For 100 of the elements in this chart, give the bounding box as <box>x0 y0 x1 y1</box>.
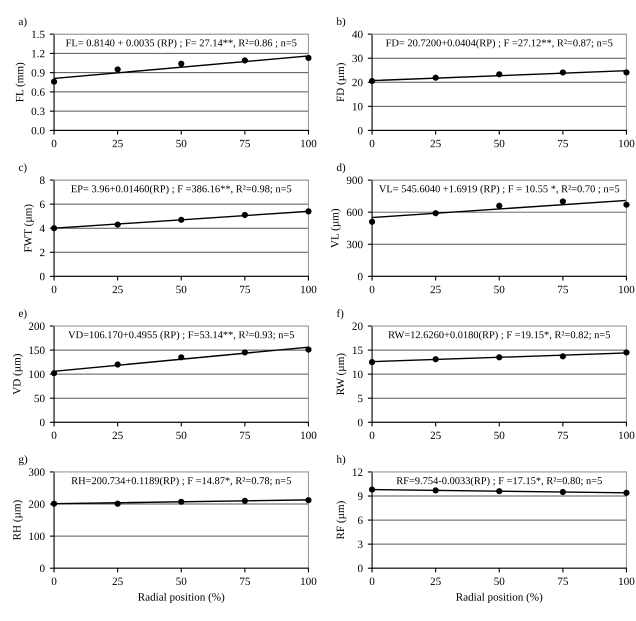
chart-title: c) <box>18 163 27 174</box>
y-tick-label: 2 <box>40 248 44 256</box>
y-tick-label: 3 <box>358 540 363 548</box>
y-tick-label: 1.5 <box>32 30 45 38</box>
y-tick-label: 100 <box>29 370 45 378</box>
x-tick-label: 0 <box>370 432 374 440</box>
y-axis-title: RF (µm) <box>336 501 346 540</box>
point <box>432 74 439 81</box>
x-tick-label: 50 <box>176 286 186 294</box>
x-tick-label: 75 <box>240 286 250 294</box>
x-tick-label: 0 <box>52 578 56 586</box>
x-tick-label: 25 <box>430 140 441 148</box>
x-tick-label: 50 <box>176 140 186 148</box>
y-tick-label: 12 <box>352 468 362 476</box>
y-axis-title: RH (µm) <box>12 500 23 540</box>
y-tick-label: 0 <box>40 418 45 426</box>
x-tick-label: 25 <box>112 578 123 586</box>
y-tick-label: 200 <box>28 500 45 508</box>
x-tick-label: 0 <box>370 140 374 148</box>
chart-title: f) <box>336 309 344 320</box>
point <box>623 69 630 76</box>
annotation: FL= 0.8140 + 0.0035 (RP) ; F= 27.14**, R²=0.86 ; n=5 <box>66 39 297 49</box>
y-tick-label: 6 <box>40 200 45 208</box>
x-tick-label: 50 <box>494 578 504 586</box>
x-tick-label: 50 <box>494 432 504 440</box>
x-tick-label: 25 <box>112 432 123 440</box>
y-tick-label: 0 <box>358 564 363 572</box>
point <box>50 78 58 85</box>
annotation: FD= 20.7200+0.0404(RP) ; F =27.12**, R²=0.87; n=5 <box>386 39 612 49</box>
point <box>178 60 184 67</box>
y-tick-label: 200 <box>28 322 45 330</box>
point <box>242 212 248 218</box>
x-tick-label: 50 <box>176 432 186 440</box>
x-tick-label: 50 <box>176 578 186 586</box>
y-tick-label: 8 <box>40 176 45 184</box>
point <box>432 210 439 216</box>
point <box>560 198 566 205</box>
point <box>242 349 248 356</box>
x-tick-label: 75 <box>558 432 568 440</box>
x-tick-label: 50 <box>494 140 504 148</box>
annotation: VL= 545.6040 +1.6919 (RP) ; F = 10.55 *, R²=0.70 ; n=5 <box>378 184 620 194</box>
y-tick-label: 9 <box>358 492 363 500</box>
y-tick-label: 40 <box>352 30 363 38</box>
y-tick-label: 6 <box>358 516 363 524</box>
y-tick-label: 0 <box>358 126 363 134</box>
x-tick-label: 100 <box>301 140 316 148</box>
chart-title: d) <box>336 163 346 174</box>
x-tick-label: 75 <box>558 140 568 148</box>
x-tick-label: 100 <box>619 140 634 148</box>
x-tick-label: 0 <box>52 140 56 148</box>
x-axis-title: Radial position (%) <box>456 592 542 603</box>
x-tick-label: 0 <box>370 286 374 294</box>
y-tick-label: 0.6 <box>32 88 45 96</box>
point <box>114 361 121 368</box>
y-tick-label: 0.3 <box>32 108 45 116</box>
chart-title: g) <box>18 455 28 466</box>
x-tick-label: 25 <box>430 578 441 586</box>
y-tick-label: 4 <box>40 224 45 232</box>
point <box>496 354 502 360</box>
x-tick-label: 100 <box>619 578 634 586</box>
point <box>305 346 312 353</box>
x-tick-label: 0 <box>52 286 56 294</box>
point <box>178 354 184 360</box>
y-axis-title: FL (mm) <box>16 62 26 102</box>
x-tick-label: 75 <box>558 286 568 294</box>
y-tick-label: 10 <box>352 102 363 110</box>
point <box>560 353 566 360</box>
x-tick-label: 25 <box>112 286 123 294</box>
chart-title: e) <box>18 309 27 320</box>
y-axis-title: RW (µm) <box>336 353 346 395</box>
x-tick-label: 100 <box>301 432 316 440</box>
point <box>496 202 502 209</box>
x-tick-label: 75 <box>240 432 250 440</box>
x-tick-label: 75 <box>240 578 250 586</box>
x-tick-label: 75 <box>558 578 568 586</box>
chart-title: b) <box>336 17 346 28</box>
annotation: RW=12.6260+0.0180(RP) ; F =19.15*, R²=0.82; n=5 <box>388 330 610 340</box>
y-tick-label: 0 <box>40 272 45 280</box>
chart-title: a) <box>18 17 27 28</box>
y-tick-label: 300 <box>346 240 363 248</box>
y-tick-label: 0.0 <box>32 126 45 134</box>
point <box>305 54 312 61</box>
point <box>623 349 630 356</box>
chart-title: h) <box>336 455 346 466</box>
y-tick-label: 600 <box>346 208 363 216</box>
point <box>496 71 502 78</box>
y-tick-label: 1.2 <box>32 50 44 58</box>
y-tick-label: 0 <box>358 418 363 426</box>
y-tick-label: 0 <box>40 564 45 572</box>
point <box>560 69 566 76</box>
annotation: VD=106.170+0.4955 (RP) ; F=53.14**, R²=0.93; n=5 <box>68 330 294 340</box>
y-tick-label: 15 <box>352 346 363 354</box>
y-tick-label: 900 <box>346 176 363 184</box>
y-tick-label: 300 <box>28 468 45 476</box>
y-tick-label: 20 <box>352 322 363 330</box>
y-tick-label: 100 <box>29 532 45 540</box>
point <box>242 57 248 64</box>
x-axis-title: Radial position (%) <box>138 592 224 603</box>
annotation: RH=200.734+0.1189(RP) ; F =14.87*, R²=0.78; n=5 <box>71 476 291 486</box>
y-tick-label: 0.9 <box>32 69 45 77</box>
